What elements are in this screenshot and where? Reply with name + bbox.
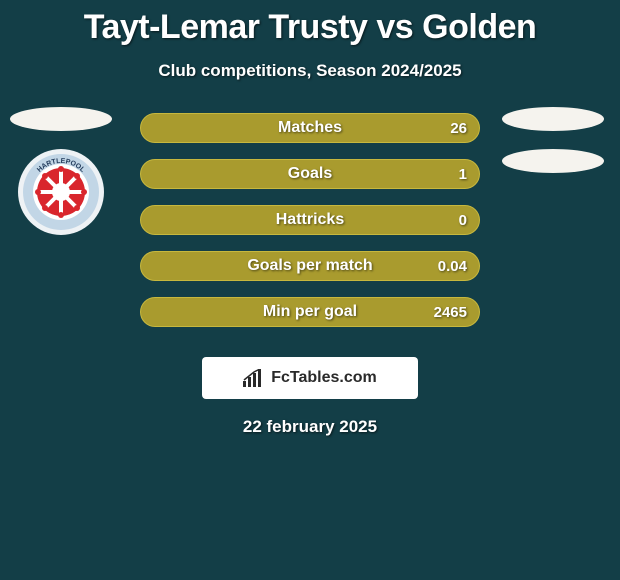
comparison-stage: HARTLEPOOL Matches 26 Goals 1 Hattricks 0 Goal… — [0, 113, 620, 327]
stat-value-right: 0 — [459, 212, 467, 229]
stat-value-right: 1 — [459, 166, 467, 183]
player-photo-placeholder — [10, 107, 112, 131]
stat-bar: Hattricks 0 — [140, 205, 480, 235]
stat-value-right: 0.04 — [438, 258, 467, 275]
stat-value-right: 2465 — [434, 304, 467, 321]
hartlepool-crest-icon: HARTLEPOOL — [18, 149, 104, 235]
stat-label: Min per goal — [263, 303, 357, 321]
page-title: Tayt-Lemar Trusty vs Golden — [0, 0, 620, 47]
brand-text: FcTables.com — [271, 369, 377, 387]
player-photo-placeholder — [502, 149, 604, 173]
stat-bar: Goals per match 0.04 — [140, 251, 480, 281]
stat-bar: Matches 26 — [140, 113, 480, 143]
right-player-column — [498, 107, 608, 173]
player-photo-placeholder — [502, 107, 604, 131]
chart-icon — [243, 369, 265, 387]
stat-bars: Matches 26 Goals 1 Hattricks 0 Goals per match… — [140, 113, 480, 327]
stat-label: Goals per match — [247, 257, 372, 275]
stat-value-right: 26 — [450, 120, 467, 137]
left-player-column: HARTLEPOOL — [6, 107, 116, 235]
brand-box[interactable]: FcTables.com — [202, 357, 418, 399]
subtitle: Club competitions, Season 2024/2025 — [0, 61, 620, 81]
stat-bar: Goals 1 — [140, 159, 480, 189]
club-badge-hartlepool: HARTLEPOOL — [18, 149, 104, 235]
stat-label: Hattricks — [276, 211, 344, 229]
date-text: 22 february 2025 — [0, 417, 620, 437]
stat-bar: Min per goal 2465 — [140, 297, 480, 327]
stat-label: Goals — [288, 165, 332, 183]
stat-label: Matches — [278, 119, 342, 137]
